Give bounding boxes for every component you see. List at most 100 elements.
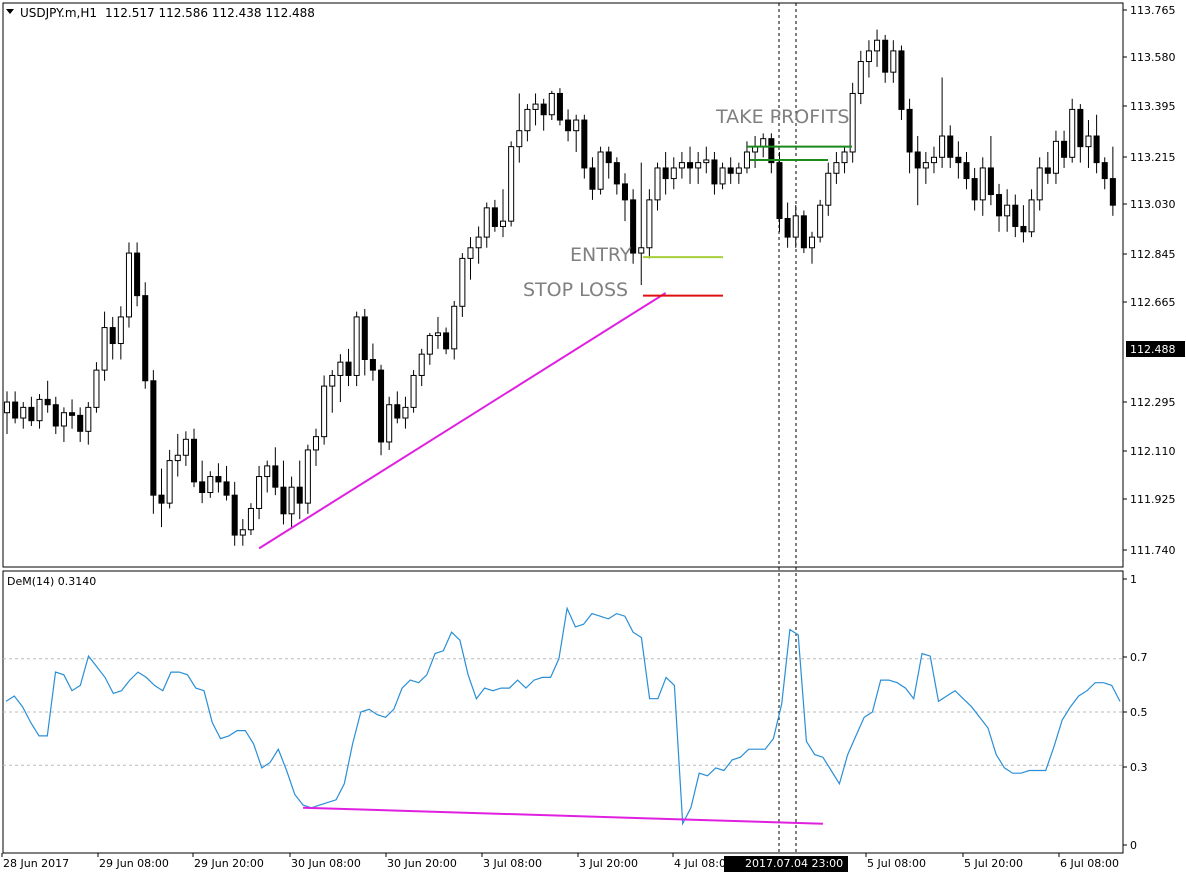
candle: [329, 374, 336, 387]
candle: [386, 404, 393, 443]
dem-line: [5, 606, 1121, 826]
time-tick-label: 4 Jul 08:00: [674, 857, 733, 870]
candle: [337, 361, 344, 376]
candle: [540, 103, 547, 116]
candle: [142, 295, 149, 382]
candle: [256, 476, 263, 509]
candle: [516, 130, 523, 148]
candle: [548, 92, 555, 116]
candle: [109, 327, 116, 345]
candle: [272, 465, 279, 488]
candle: [735, 167, 742, 174]
candle: [312, 436, 320, 451]
take-profits-label: TAKE PROFITS: [715, 106, 849, 128]
candle: [418, 353, 425, 376]
price-tick-label: 112.665: [1130, 296, 1176, 309]
candle: [1044, 167, 1051, 174]
indicator-label: DeM(14) 0.3140: [7, 575, 96, 588]
stop-loss-label: STOP LOSS: [523, 279, 628, 301]
candle: [3, 401, 11, 414]
candle: [630, 199, 637, 254]
price-tick-label: 112.295: [1130, 396, 1176, 409]
candle: [125, 252, 132, 318]
candle: [85, 406, 92, 432]
candle: [288, 486, 295, 515]
candle: [434, 332, 441, 337]
candle: [1069, 108, 1076, 158]
price-tick-label: 113.765: [1130, 4, 1176, 17]
price-panel: [2, 2, 1124, 568]
candle: [60, 412, 67, 427]
candle: [947, 135, 954, 158]
candle: [792, 215, 799, 238]
candle: [361, 316, 368, 360]
time-tick-label: 28 Jun 2017: [3, 857, 69, 870]
candle: [597, 151, 604, 190]
candle: [914, 151, 921, 169]
price-tick-label: 112.845: [1130, 248, 1176, 261]
candle: [882, 39, 889, 73]
candle: [874, 39, 881, 52]
candle: [1101, 162, 1108, 180]
current-price-label: 112.488: [1130, 343, 1176, 356]
candle: [638, 247, 645, 254]
candle: [930, 156, 937, 164]
candle: [158, 494, 165, 504]
cursor-time-marker: [724, 856, 848, 872]
candle: [906, 108, 913, 153]
candle: [134, 252, 141, 297]
candle: [475, 236, 482, 249]
candle: [670, 167, 677, 180]
candle: [808, 236, 816, 249]
price-tick-label: 111.925: [1130, 493, 1176, 506]
candle: [1061, 140, 1068, 158]
candle: [849, 92, 856, 153]
candle: [20, 406, 27, 419]
candle: [491, 207, 498, 227]
candle: [150, 380, 157, 496]
candle: [1020, 225, 1027, 233]
candle: [223, 481, 230, 496]
candle: [573, 119, 580, 132]
candle: [678, 162, 685, 169]
dem-trendline: [303, 806, 823, 825]
candle: [817, 204, 824, 238]
current-price-marker: [1126, 341, 1185, 357]
candle: [239, 529, 246, 536]
candle: [898, 50, 905, 110]
candle: [1077, 108, 1084, 148]
candle: [605, 151, 612, 164]
price-tick-label: 111.740: [1130, 544, 1176, 557]
candle: [426, 335, 433, 355]
candle: [565, 119, 572, 132]
candle: [833, 162, 840, 174]
candle: [174, 454, 181, 462]
indicator-tick-label: 0.5: [1130, 706, 1148, 719]
collapse-arrow-icon[interactable]: [6, 9, 14, 14]
indicator-tick-label: 0: [1130, 839, 1137, 852]
candle: [353, 316, 360, 376]
candle: [402, 406, 409, 419]
indicator-tick-label: 0.3: [1130, 761, 1148, 774]
candle: [662, 167, 669, 180]
candle: [77, 414, 84, 432]
candle: [369, 358, 376, 371]
candle: [321, 385, 328, 438]
candle: [378, 369, 385, 443]
price-tick-label: 113.215: [1130, 151, 1176, 164]
price-tick-label: 113.395: [1130, 100, 1176, 113]
candle: [207, 476, 214, 494]
candle: [247, 507, 254, 531]
candle: [784, 217, 791, 238]
ohlc-values: 112.517 112.586 112.438 112.488: [105, 6, 315, 20]
price-trendline: [258, 292, 667, 550]
candle: [922, 162, 929, 169]
candle: [1085, 135, 1092, 148]
candle: [345, 361, 352, 376]
candle: [264, 465, 271, 478]
time-tick-label: 6 Jul 08:00: [1060, 857, 1119, 870]
indicator-tick-label: 0.7: [1130, 651, 1148, 664]
candle: [28, 406, 35, 422]
candle: [841, 151, 848, 164]
time-tick-label: 30 Jun 08:00: [291, 857, 361, 870]
